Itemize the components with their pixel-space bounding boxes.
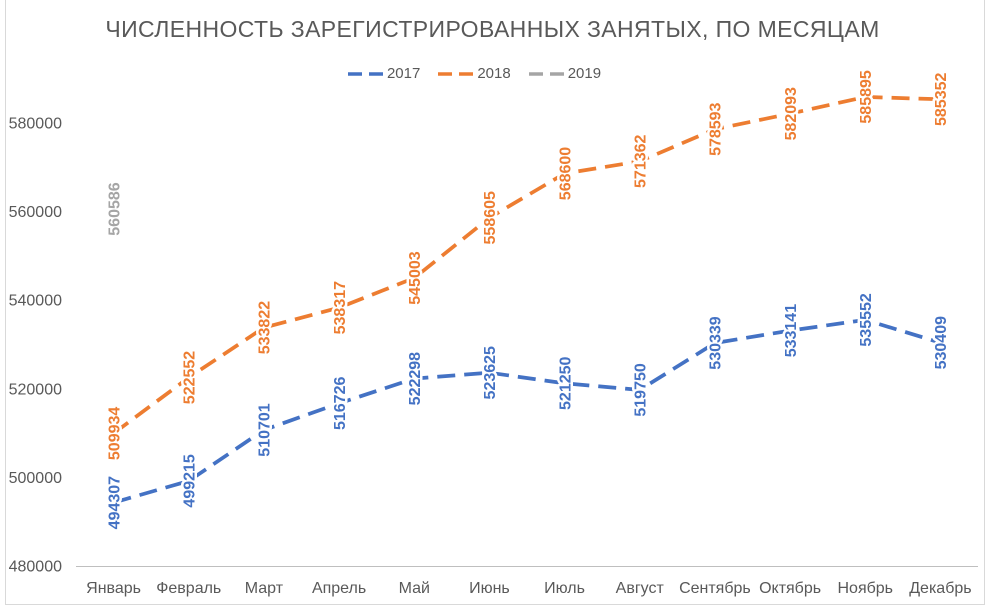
legend-item-2018: 2018 [438,65,511,82]
legend-label-2019: 2019 [567,65,602,82]
y-axis-tick-label: 540000 [9,293,62,310]
legend: 2017 2018 2019 [0,65,985,82]
legend-dash-marker-2018 [438,71,475,76]
data-label-2017-9: 533141 [783,304,800,357]
data-label-2017-8: 530339 [708,316,725,369]
data-label-2017-1: 499215 [182,454,199,507]
data-label-2018-11: 585352 [933,72,950,125]
y-axis-tick-label: 580000 [9,116,62,133]
x-axis-tick-label: Июнь [469,580,510,597]
y-axis-tick-label: 500000 [9,470,62,487]
x-axis-tick-label: Октябрь [759,580,821,597]
data-label-2018-2: 533822 [257,301,274,354]
x-axis-tick-label: Январь [86,580,141,597]
data-label-2017-7: 519750 [633,363,650,416]
series-line-2018 [112,95,941,435]
data-label-2017-6: 521250 [557,356,574,409]
y-axis-tick-label: 560000 [9,204,62,221]
data-label-2018-7: 571362 [633,134,650,187]
legend-dash-marker-2019 [528,71,565,76]
data-label-2017-10: 535552 [858,293,875,346]
data-label-2018-9: 582093 [783,87,800,140]
data-label-2017-0: 494307 [106,476,123,529]
y-axis-tick-label: 480000 [9,559,62,576]
data-label-2018-1: 522552 [182,351,199,404]
chart-title: ЧИСЛЕННОСТЬ ЗАРЕГИСТРИРОВАННЫХ ЗАНЯТЫХ, … [105,16,880,42]
data-label-2019-0: 560586 [106,182,123,235]
legend-item-2017: 2017 [347,65,421,82]
x-axis-tick-label: Март [245,580,284,597]
data-label-2017-5: 523625 [482,346,499,399]
data-label-2017-2: 510701 [257,403,274,456]
x-axis-tick-label: Февраль [156,580,221,597]
chart-frame [5,0,985,605]
x-axis-tick-label: Ноябрь [837,580,893,597]
data-label-2018-5: 558605 [482,191,499,244]
data-label-2018-6: 568600 [557,147,574,200]
y-axis-tick-label: 520000 [9,381,62,398]
data-label-2017-4: 522298 [407,352,424,405]
data-label-2018-8: 578593 [708,102,725,155]
x-axis-tick-label: Декабрь [909,580,971,597]
data-label-2017-3: 516726 [332,377,349,430]
legend-dash-marker-2017 [347,71,384,76]
data-label-2018-3: 538317 [332,281,349,334]
series-line-2017 [113,317,941,505]
data-label-2018-0: 509934 [106,407,123,460]
data-label-2018-4: 545003 [407,251,424,304]
x-axis-tick-label: Сентябрь [679,580,751,597]
data-label-2018-10: 585895 [858,70,875,123]
x-axis-tick-label: Август [616,580,665,597]
x-axis-tick-label: Июль [544,580,585,597]
x-axis-tick-label: Май [399,580,430,597]
legend-label-2017: 2017 [386,65,421,82]
legend-label-2018: 2018 [477,65,511,82]
legend-item-2019: 2019 [528,65,602,82]
x-axis-tick-label: Апрель [312,580,366,597]
data-label-2017-11: 530409 [933,316,950,369]
